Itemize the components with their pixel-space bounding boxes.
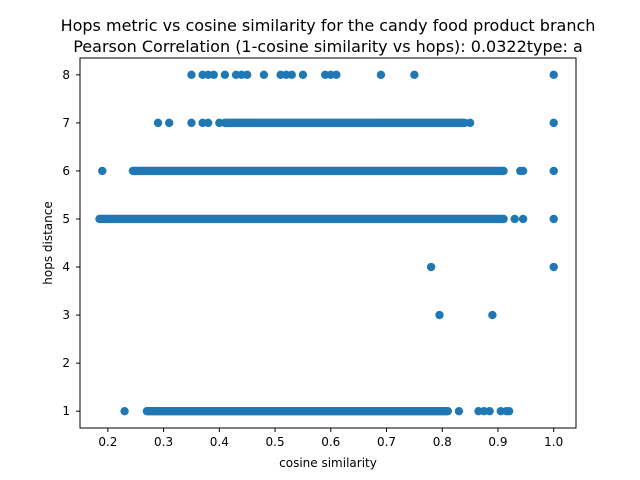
x-tick-label: 0.2: [98, 435, 117, 449]
data-point: [187, 70, 196, 80]
x-tick-label: 0.5: [266, 435, 285, 449]
data-point: [488, 310, 497, 320]
x-tick-label: 0.8: [433, 435, 452, 449]
data-point: [215, 118, 224, 128]
data-point: [98, 166, 107, 176]
data-points: [95, 70, 558, 416]
data-point: [153, 118, 163, 128]
data-point: [187, 118, 196, 128]
data-point: [376, 70, 386, 80]
point-cluster: [128, 166, 508, 176]
data-point: [518, 214, 528, 224]
y-tick-label: 4: [62, 260, 70, 274]
y-tick-label: 3: [62, 308, 70, 322]
data-point: [485, 406, 494, 416]
data-point: [120, 406, 129, 416]
data-point: [549, 214, 558, 224]
data-point: [435, 310, 444, 320]
y-tick-label: 2: [62, 356, 70, 370]
x-axis-ticks: 0.2 0.3 0.4 0.5 0.6 0.7 0.8 0.9 1.0: [98, 428, 563, 449]
y-tick-label: 5: [62, 212, 70, 226]
x-tick-label: 0.7: [377, 435, 396, 449]
data-point: [164, 118, 174, 128]
x-tick-label: 0.3: [154, 435, 173, 449]
y-axis-ticks: 1 2 3 4 5 6 7 8: [62, 68, 80, 418]
x-axis-label: cosine similarity: [279, 456, 377, 470]
plot-frame: [79, 57, 577, 429]
data-point: [203, 118, 213, 128]
y-tick-label: 8: [62, 68, 70, 82]
chart-title-line-2: Pearson Correlation (1-cosine similarity…: [73, 37, 583, 56]
data-point: [510, 214, 519, 224]
data-point: [242, 70, 252, 80]
point-cluster: [220, 118, 469, 128]
point-cluster: [95, 214, 508, 224]
y-tick-label: 7: [62, 116, 70, 130]
data-point: [220, 70, 230, 80]
data-point: [209, 70, 218, 80]
data-point: [465, 118, 475, 128]
y-tick-label: 1: [62, 404, 70, 418]
data-point: [549, 70, 558, 80]
x-tick-label: 1.0: [544, 435, 563, 449]
point-cluster: [142, 406, 453, 416]
x-tick-label: 0.6: [321, 435, 340, 449]
data-point: [549, 262, 558, 272]
y-tick-label: 6: [62, 164, 70, 178]
x-tick-label: 0.4: [210, 435, 229, 449]
y-axis-label: hops distance: [41, 201, 55, 284]
data-point: [504, 406, 514, 416]
data-point: [549, 118, 558, 128]
data-point: [287, 70, 296, 80]
data-point: [549, 166, 558, 176]
data-point: [426, 262, 436, 272]
chart-title-line-1: Hops metric vs cosine similarity for the…: [61, 16, 596, 35]
data-point: [410, 70, 419, 80]
data-point: [259, 70, 269, 80]
data-point: [298, 70, 308, 80]
x-tick-label: 0.9: [488, 435, 507, 449]
data-point: [454, 406, 464, 416]
data-point: [518, 166, 528, 176]
data-point: [332, 70, 341, 80]
